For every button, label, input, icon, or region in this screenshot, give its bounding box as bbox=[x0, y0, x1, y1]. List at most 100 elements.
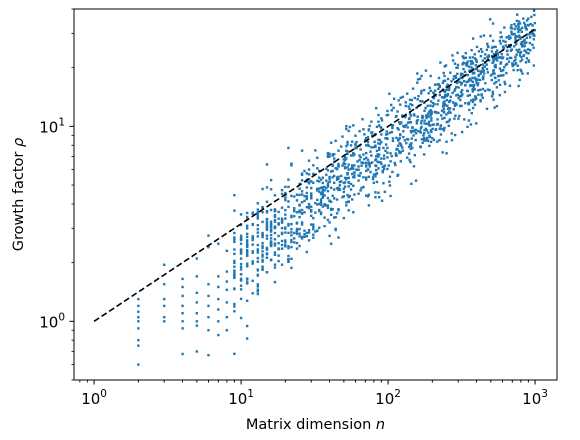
data-point bbox=[446, 107, 450, 110]
data-point bbox=[384, 143, 388, 146]
data-point bbox=[520, 45, 524, 48]
y-tick-label: 100 bbox=[39, 311, 65, 331]
data-point bbox=[417, 94, 420, 98]
data-point bbox=[374, 168, 378, 172]
data-point bbox=[284, 239, 287, 242]
data-point bbox=[452, 108, 455, 111]
data-point bbox=[416, 72, 419, 75]
data-point bbox=[484, 53, 487, 56]
data-point bbox=[329, 200, 333, 204]
data-point bbox=[471, 67, 475, 71]
data-point bbox=[305, 196, 309, 199]
data-point bbox=[245, 299, 249, 302]
data-point bbox=[423, 119, 426, 122]
data-point bbox=[269, 222, 273, 225]
data-point bbox=[256, 256, 260, 260]
data-point bbox=[335, 198, 339, 201]
data-point bbox=[519, 42, 523, 46]
data-point bbox=[357, 168, 360, 171]
data-point bbox=[277, 217, 280, 220]
data-point bbox=[429, 114, 432, 117]
data-point bbox=[353, 171, 356, 175]
data-point bbox=[137, 304, 140, 308]
data-point bbox=[519, 50, 523, 54]
data-point bbox=[207, 234, 210, 237]
data-point bbox=[331, 164, 334, 167]
data-point bbox=[414, 128, 418, 132]
data-point bbox=[486, 42, 489, 46]
data-point bbox=[463, 62, 467, 65]
data-point bbox=[453, 117, 456, 120]
data-point bbox=[298, 204, 301, 207]
data-point bbox=[471, 56, 474, 59]
data-point bbox=[362, 161, 365, 165]
data-point bbox=[217, 333, 220, 337]
data-point bbox=[265, 222, 269, 225]
data-point bbox=[328, 152, 331, 156]
data-point bbox=[329, 213, 333, 217]
data-point bbox=[245, 262, 249, 265]
data-point bbox=[390, 130, 393, 134]
data-point bbox=[391, 170, 394, 174]
data-point bbox=[420, 89, 423, 93]
data-point bbox=[273, 225, 277, 228]
data-point bbox=[462, 79, 466, 83]
data-point bbox=[239, 262, 243, 266]
data-point bbox=[490, 95, 494, 98]
data-point bbox=[384, 133, 388, 136]
data-point bbox=[245, 239, 249, 242]
data-point bbox=[370, 120, 373, 123]
data-point bbox=[444, 94, 447, 97]
data-point bbox=[494, 76, 497, 80]
data-point bbox=[366, 144, 370, 147]
data-point bbox=[256, 269, 260, 272]
data-point bbox=[449, 95, 452, 99]
data-point bbox=[414, 138, 417, 142]
data-point bbox=[368, 165, 371, 168]
data-point bbox=[328, 180, 331, 184]
data-point bbox=[531, 24, 534, 27]
data-point bbox=[468, 93, 472, 97]
data-point bbox=[280, 243, 284, 247]
data-point bbox=[256, 231, 260, 234]
data-point bbox=[464, 102, 467, 105]
data-point bbox=[337, 162, 340, 166]
data-point bbox=[392, 97, 396, 101]
data-point bbox=[374, 172, 378, 176]
data-point bbox=[239, 316, 243, 320]
data-point bbox=[347, 195, 350, 199]
data-point bbox=[453, 89, 456, 93]
data-point bbox=[353, 193, 356, 196]
data-point bbox=[329, 170, 333, 173]
data-point bbox=[477, 93, 480, 96]
data-point bbox=[484, 82, 487, 85]
data-point bbox=[225, 315, 229, 319]
data-point bbox=[305, 250, 309, 254]
data-point bbox=[422, 153, 426, 156]
data-point bbox=[489, 34, 492, 38]
data-point bbox=[427, 92, 430, 95]
data-point bbox=[470, 66, 473, 69]
data-point bbox=[233, 248, 236, 251]
data-point bbox=[374, 144, 377, 147]
data-point bbox=[368, 124, 371, 128]
data-point bbox=[409, 114, 413, 117]
data-point bbox=[265, 224, 269, 227]
data-point bbox=[371, 177, 375, 181]
data-point bbox=[284, 226, 287, 229]
data-point bbox=[508, 56, 512, 60]
data-point bbox=[514, 62, 518, 65]
data-point bbox=[303, 211, 306, 214]
data-point bbox=[409, 160, 412, 164]
data-point bbox=[245, 211, 249, 215]
data-point bbox=[430, 116, 433, 120]
data-point bbox=[374, 196, 377, 199]
data-point bbox=[233, 310, 236, 313]
data-point bbox=[284, 245, 287, 248]
data-point bbox=[507, 44, 511, 47]
data-point bbox=[233, 271, 236, 274]
data-point bbox=[329, 141, 333, 144]
data-point bbox=[497, 56, 500, 59]
data-point bbox=[347, 209, 350, 212]
data-point bbox=[305, 231, 309, 235]
